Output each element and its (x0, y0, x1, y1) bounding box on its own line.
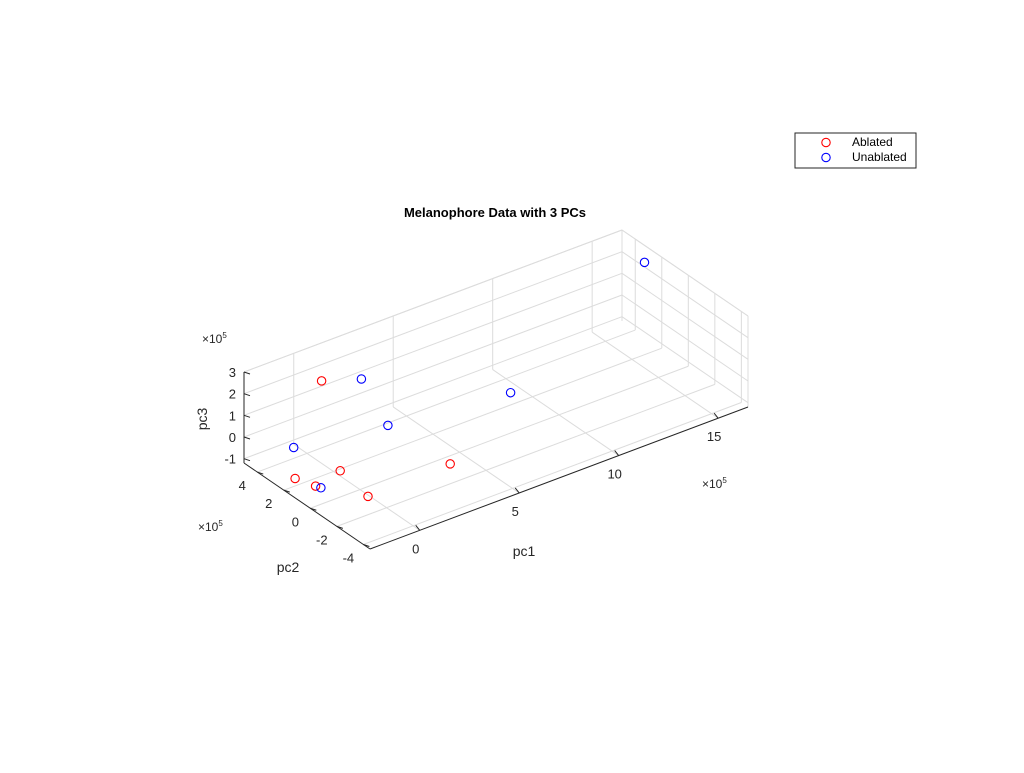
data-point-unablated-5 (639, 257, 650, 268)
x-tick-label: 10 (607, 467, 621, 482)
grid-line (243, 316, 623, 460)
z-tick-label: -1 (224, 452, 236, 467)
y-tick-mark (363, 543, 370, 547)
y-tick-label: 2 (265, 496, 272, 511)
grid-box-edge (243, 229, 623, 373)
legend-label-ablated: Ablated (852, 135, 893, 149)
y-tick-mark (336, 525, 344, 529)
x-axis-line (369, 406, 749, 550)
chart-title: Melanophore Data with 3 PCs (404, 205, 586, 220)
data-point-ablated-3 (310, 481, 321, 491)
legend: Ablated Unablated (794, 132, 917, 169)
y-tick-label: -2 (316, 532, 328, 547)
y-multiplier-exp: 5 (218, 519, 223, 528)
x-tick-mark (415, 525, 421, 531)
grid-line (283, 347, 662, 491)
z-multiplier: ×105 (202, 331, 227, 346)
grid-line (293, 443, 421, 531)
svg-text:×105: ×105 (202, 331, 227, 346)
grid-line (363, 402, 742, 545)
x-multiplier: ×105 (702, 476, 727, 491)
y-axis-line (243, 462, 371, 550)
z-tick-label: 2 (229, 387, 236, 402)
grid-line (243, 272, 623, 416)
data-point-unablated-0 (356, 374, 367, 384)
data-point-ablated-1 (335, 466, 345, 476)
grid-box-edge (621, 229, 749, 317)
svg-text:×105: ×105 (198, 519, 223, 534)
grid-line (243, 251, 623, 395)
z-tick-mark (243, 414, 251, 418)
grid-line (621, 316, 749, 404)
y-tick-labels: 4 2 0 -2 -4 (239, 478, 355, 565)
legend-box (794, 132, 917, 169)
x-axis-label: pc1 (513, 543, 536, 559)
data-point-unablated-2 (383, 420, 393, 431)
x-tick-mark (614, 450, 620, 456)
z-multiplier-base: ×10 (202, 332, 223, 346)
z-tick-mark (243, 436, 251, 440)
x-multiplier-exp: 5 (722, 476, 727, 485)
grid-line (336, 383, 716, 527)
data-point-ablated-5 (445, 459, 455, 469)
x-tick-labels: 0 5 10 15 (412, 429, 721, 556)
grid-line (621, 294, 749, 382)
grid-line (243, 294, 623, 438)
data-point-unablated-1 (288, 442, 299, 453)
z-tick-label: 3 (229, 365, 236, 380)
grid-line (310, 365, 689, 509)
y-tick-mark (257, 471, 264, 475)
y-tick-mark (310, 507, 317, 511)
svg-text:×105: ×105 (702, 476, 727, 491)
grid-line (492, 369, 619, 456)
z-tick-label: 0 (229, 430, 236, 445)
z-tick-mark (243, 458, 251, 462)
data-point-ablated-4 (363, 491, 373, 502)
z-tick-mark (243, 393, 251, 397)
z-axis-label: pc3 (194, 408, 210, 431)
y-tick-label: -4 (343, 550, 355, 565)
axes (243, 371, 749, 550)
data-point-unablated-4 (505, 387, 516, 398)
data-point-ablated-2 (290, 473, 300, 484)
z-multiplier-exp: 5 (222, 331, 227, 340)
grid-line (392, 406, 520, 494)
legend-marker-unablated (821, 152, 831, 163)
x-multiplier-base: ×10 (702, 477, 723, 491)
y-multiplier: ×105 (198, 519, 223, 534)
y-tick-label: 4 (239, 478, 246, 493)
y-axis-label: pc2 (277, 559, 300, 575)
y-tick-label: 0 (292, 514, 299, 529)
y-multiplier-base: ×10 (198, 520, 219, 534)
grid-line (257, 329, 636, 473)
grid-lines (243, 229, 749, 545)
data-point-unablated-3 (316, 483, 326, 493)
data-points (288, 257, 650, 502)
x-tick-mark (713, 412, 719, 419)
x-tick-label: 5 (512, 504, 519, 519)
z-tick-label: 1 (229, 408, 236, 423)
data-point-ablated-0 (316, 376, 327, 386)
grid-line (621, 272, 749, 360)
x-tick-label: 0 (412, 541, 419, 556)
y-tick-mark (283, 489, 290, 493)
grid-line (591, 331, 719, 419)
z-tick-labels: 3 2 1 0 -1 (224, 365, 236, 467)
legend-label-unablated: Unablated (852, 150, 907, 164)
x-tick-label: 15 (707, 429, 721, 444)
legend-marker-ablated (821, 137, 831, 148)
x-tick-mark (514, 487, 520, 494)
z-tick-mark (243, 371, 251, 375)
